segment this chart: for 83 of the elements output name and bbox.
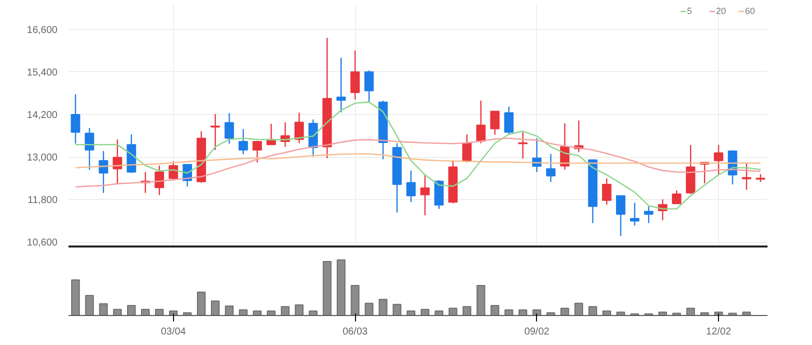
bar (546, 312, 556, 316)
x-tick-label: 09/02 (524, 326, 550, 338)
bar (85, 294, 94, 316)
candlestick (714, 144, 724, 176)
y-tick-label: 14,200 (26, 110, 58, 121)
bar (518, 309, 528, 316)
bar (378, 298, 388, 316)
legend-label: 20 (716, 6, 728, 16)
bar (658, 312, 667, 316)
bar (700, 312, 709, 316)
bar (252, 310, 262, 316)
legend-label: 5 (687, 6, 694, 16)
bar (476, 284, 486, 316)
bar (490, 304, 500, 316)
candlestick (420, 174, 430, 216)
bar (350, 284, 360, 316)
y-tick-label: 13,000 (26, 152, 58, 164)
candlestick (364, 70, 374, 103)
bar (588, 306, 598, 316)
bar (182, 312, 192, 316)
y-tick-label: 10,600 (26, 238, 58, 249)
candlestick (238, 128, 248, 155)
bar (99, 303, 108, 316)
bar (155, 308, 164, 316)
bar (308, 310, 318, 316)
bar (742, 312, 751, 316)
candlestick (434, 180, 444, 210)
candlestick (406, 170, 416, 203)
bar (392, 304, 402, 316)
bar (127, 304, 136, 316)
x-tick-label: 06/03 (342, 326, 368, 338)
candlestick (210, 114, 220, 151)
candlestick (154, 164, 164, 196)
candlestick (504, 106, 514, 135)
bar (294, 304, 304, 316)
candlestick (462, 134, 472, 164)
candlestick (672, 190, 682, 204)
bar (196, 292, 206, 316)
candlestick (616, 195, 626, 236)
candlestick (336, 57, 346, 113)
bar (141, 308, 150, 316)
y-tick-label: 16,600 (26, 24, 58, 36)
bar (238, 309, 248, 316)
candlestick (350, 50, 360, 100)
bar (504, 309, 514, 316)
bar (406, 310, 416, 316)
candlestick (742, 162, 752, 190)
bar (602, 310, 612, 316)
y-tick-label: 15,400 (26, 67, 58, 78)
candlestick (224, 112, 234, 144)
candlestick (490, 110, 500, 136)
candlestick (70, 94, 80, 144)
candlestick (644, 206, 654, 224)
y-tick-label: 11,800 (28, 195, 58, 206)
x-tick-label: 03/04 (160, 326, 186, 338)
bar (224, 306, 234, 316)
bar (113, 308, 122, 316)
bar (71, 279, 80, 316)
bar (364, 302, 374, 316)
x-tick-label: 12/02 (706, 326, 732, 338)
bar (616, 312, 626, 316)
candlestick (546, 153, 556, 183)
bar (210, 300, 220, 316)
bar (266, 310, 276, 316)
legend-label: 60 (745, 6, 756, 16)
candlestick (602, 178, 612, 206)
bar (560, 308, 570, 316)
bar (322, 261, 332, 316)
bar (434, 310, 444, 316)
line-series (74, 101, 762, 210)
candlestick (630, 202, 640, 226)
bar (714, 312, 723, 316)
candlestick (112, 138, 122, 184)
bar (420, 308, 430, 316)
bar (336, 259, 346, 316)
bar (462, 306, 472, 316)
bar (448, 308, 458, 316)
bar (686, 308, 695, 316)
candlestick (252, 140, 262, 164)
candlestick (476, 100, 486, 144)
bar (280, 306, 290, 316)
bar (574, 302, 584, 316)
candlestick (294, 112, 304, 144)
